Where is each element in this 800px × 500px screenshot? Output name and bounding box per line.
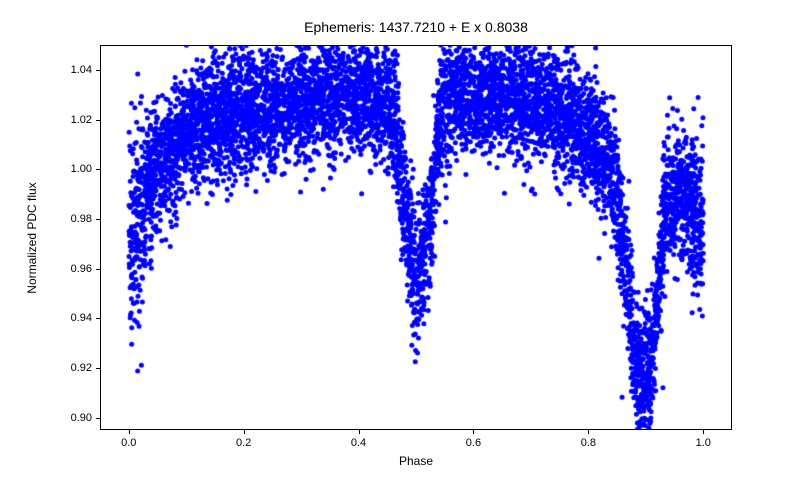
x-axis-label: Phase: [399, 454, 433, 468]
y-tick: [96, 70, 100, 71]
y-tick: [96, 318, 100, 319]
x-tick-label: 1.0: [696, 437, 711, 449]
y-tick: [96, 169, 100, 170]
y-tick-label: 1.04: [71, 64, 92, 76]
y-tick-label: 1.02: [71, 114, 92, 126]
y-axis-label: Normalized PDC flux: [25, 182, 39, 293]
axis-spine-right: [731, 45, 732, 430]
chart-title: Ephemeris: 1437.7210 + E x 0.8038: [304, 19, 528, 35]
y-tick-label: 0.92: [71, 362, 92, 374]
axis-spine-top: [100, 45, 732, 46]
x-tick: [359, 430, 360, 434]
y-tick-label: 0.90: [71, 412, 92, 424]
x-tick: [703, 430, 704, 434]
y-tick-label: 1.00: [71, 163, 92, 175]
scatter-canvas: [100, 45, 732, 430]
x-tick-label: 0.4: [351, 437, 366, 449]
y-tick: [96, 269, 100, 270]
y-tick: [96, 418, 100, 419]
x-tick-label: 0.0: [121, 437, 136, 449]
y-tick: [96, 219, 100, 220]
x-tick: [473, 430, 474, 434]
x-tick-label: 0.2: [236, 437, 251, 449]
axis-spine-bottom: [100, 429, 732, 430]
axis-spine-left: [100, 45, 101, 430]
plot-area: [100, 45, 732, 430]
x-tick: [588, 430, 589, 434]
x-tick-label: 0.6: [466, 437, 481, 449]
figure: 0.0 0.2 0.4 0.6 0.8 1.0 0.90 0.92 0.94 0.96 0.98 1…: [0, 0, 800, 500]
x-tick: [129, 430, 130, 434]
x-tick: [244, 430, 245, 434]
y-tick: [96, 368, 100, 369]
y-tick-label: 0.94: [71, 312, 92, 324]
x-tick-label: 0.8: [581, 437, 596, 449]
y-tick-label: 0.98: [71, 213, 92, 225]
y-tick-label: 0.96: [71, 263, 92, 275]
y-tick: [96, 120, 100, 121]
